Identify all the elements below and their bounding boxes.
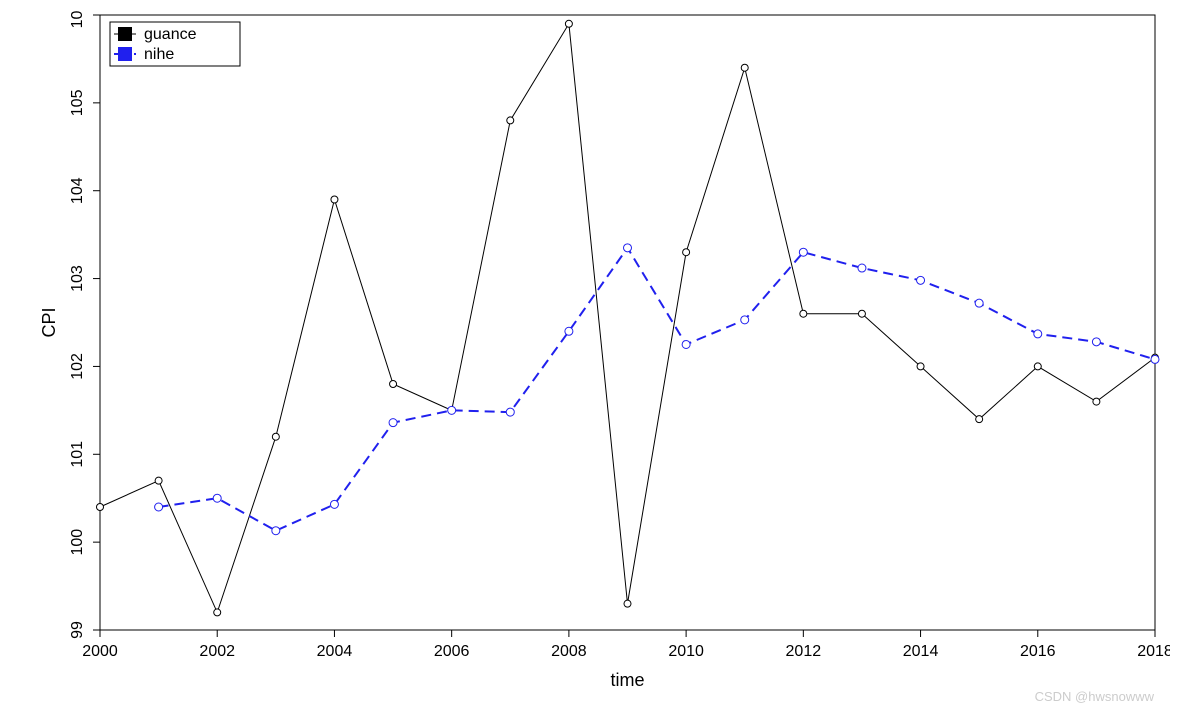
series-marker-nihe	[975, 299, 983, 307]
series-marker-nihe	[1092, 338, 1100, 346]
series-marker-guance	[214, 609, 221, 616]
series-marker-nihe	[213, 494, 221, 502]
series-marker-nihe	[624, 244, 632, 252]
series-marker-guance	[976, 416, 983, 423]
series-marker-nihe	[682, 340, 690, 348]
x-tick-label: 2012	[786, 643, 822, 660]
series-marker-guance	[507, 117, 514, 124]
series-marker-nihe	[1034, 330, 1042, 338]
series-marker-nihe	[799, 248, 807, 256]
y-axis-label: CPI	[40, 307, 59, 337]
series-marker-nihe	[330, 500, 338, 508]
x-tick-label: 2006	[434, 643, 470, 660]
watermark-text: CSDN @hwsnowww	[1035, 689, 1154, 704]
x-tick-label: 2016	[1020, 643, 1056, 660]
series-marker-guance	[1034, 363, 1041, 370]
series-marker-guance	[155, 477, 162, 484]
x-tick-label: 2002	[199, 643, 235, 660]
line-chart: 2000 2002 2004 2006 2008 2010 2012 2014 2016 2018…	[40, 10, 1170, 690]
y-tick-label: 100	[69, 529, 86, 556]
series-marker-guance	[624, 600, 631, 607]
series-marker-nihe	[389, 419, 397, 427]
series-marker-guance	[741, 64, 748, 71]
series-marker-guance	[858, 310, 865, 317]
series-marker-guance	[272, 433, 279, 440]
series-line-nihe	[159, 248, 1155, 531]
series-line-guance	[100, 24, 1155, 613]
series-marker-nihe	[448, 406, 456, 414]
y-tick-label: 104	[69, 177, 86, 204]
y-tick-label: 105	[69, 89, 86, 116]
y-tick-label: 101	[69, 441, 86, 468]
x-tick-label: 2018	[1137, 643, 1170, 660]
x-tick-label: 2014	[903, 643, 939, 660]
plot-border	[100, 15, 1155, 630]
series-marker-guance	[917, 363, 924, 370]
series-marker-guance	[331, 196, 338, 203]
legend-label: guance	[144, 26, 197, 43]
series-marker-guance	[565, 20, 572, 27]
y-tick-label: 103	[69, 265, 86, 292]
series-marker-nihe	[506, 408, 514, 416]
legend-label: nihe	[144, 46, 174, 63]
series-marker-nihe	[1151, 355, 1159, 363]
series-marker-nihe	[741, 316, 749, 324]
y-tick-label: 106	[69, 10, 86, 28]
x-tick-label: 2000	[82, 643, 118, 660]
y-tick-label: 102	[69, 353, 86, 380]
x-tick-label: 2010	[668, 643, 704, 660]
x-tick-label: 2004	[317, 643, 353, 660]
series-marker-nihe	[565, 327, 573, 335]
series-marker-nihe	[272, 527, 280, 535]
series-marker-guance	[390, 381, 397, 388]
series-marker-nihe	[917, 276, 925, 284]
chart-container: 2000 2002 2004 2006 2008 2010 2012 2014 2016 2018…	[40, 10, 1170, 690]
series-marker-nihe	[155, 503, 163, 511]
x-tick-label: 2008	[551, 643, 587, 660]
series-marker-guance	[800, 310, 807, 317]
series-marker-guance	[1093, 398, 1100, 405]
series-marker-guance	[97, 504, 104, 511]
y-tick-label: 99	[69, 621, 86, 639]
series-marker-guance	[683, 249, 690, 256]
series-marker-nihe	[858, 264, 866, 272]
x-axis-label: time	[610, 670, 644, 690]
